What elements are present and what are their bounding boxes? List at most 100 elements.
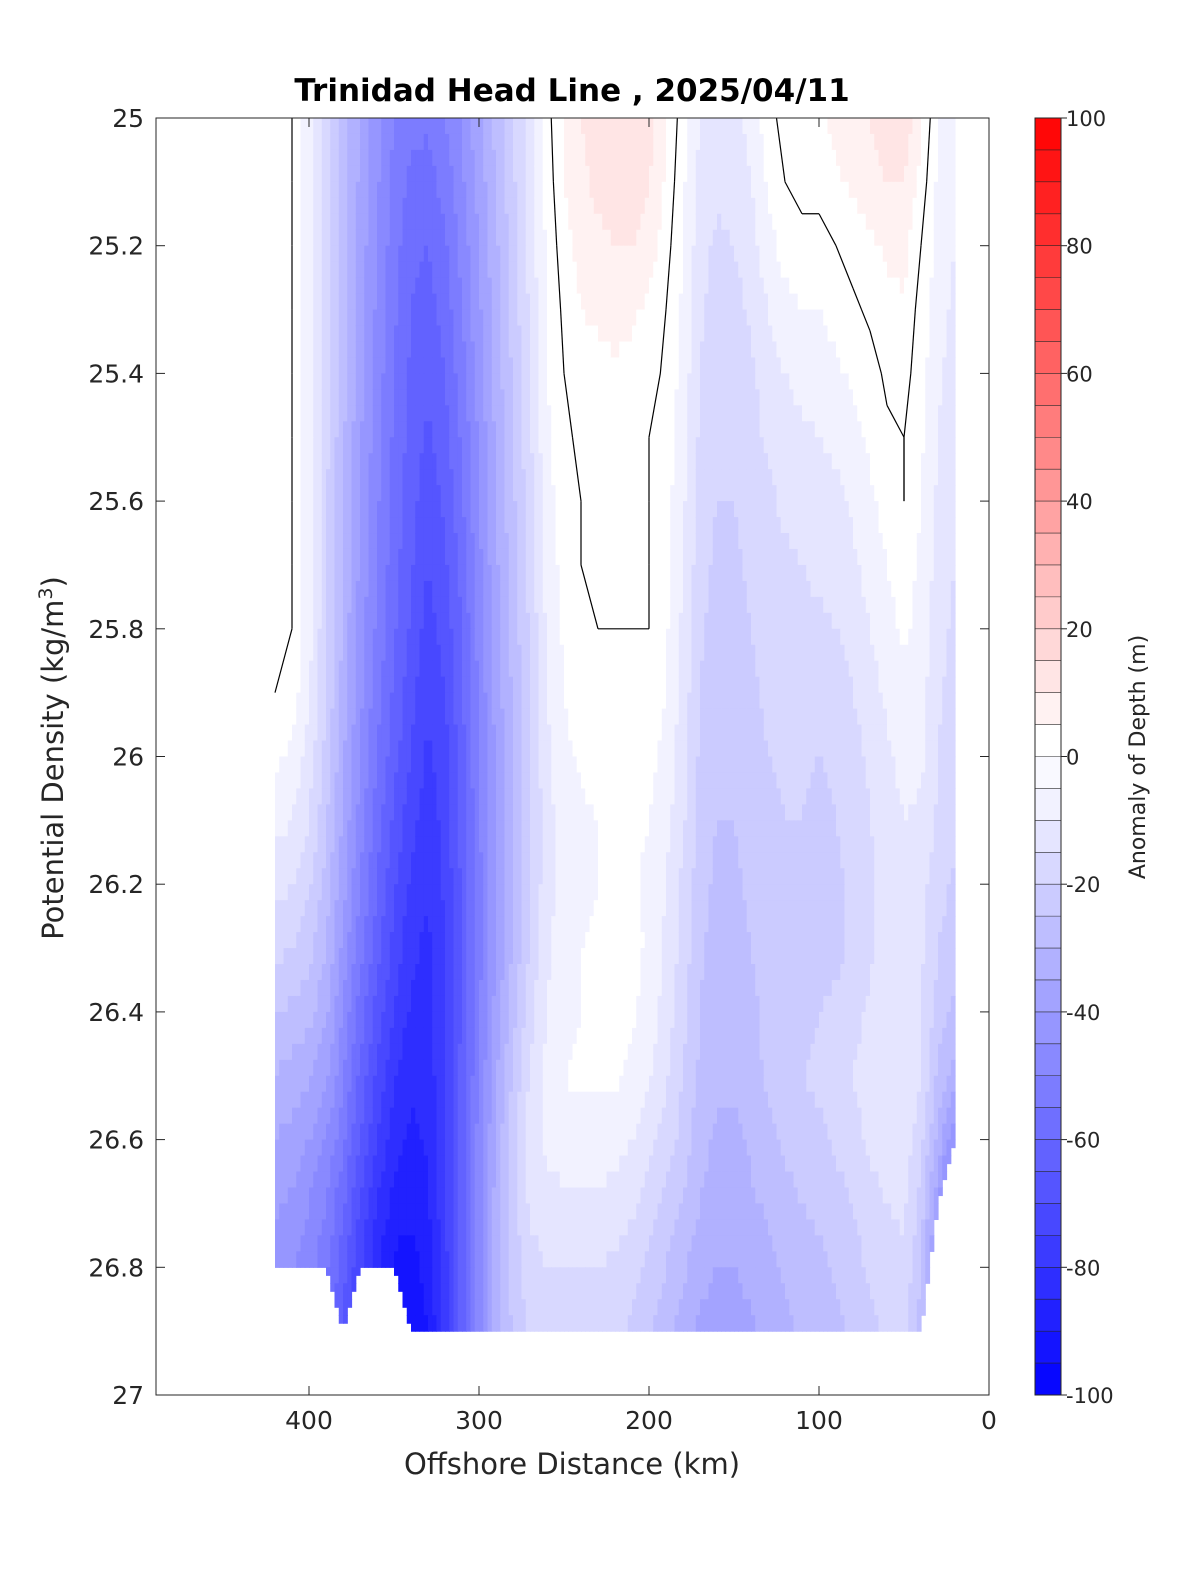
contour-cell	[300, 884, 306, 901]
contour-cell	[343, 884, 348, 901]
contour-cell	[279, 788, 285, 805]
contour-cell	[406, 213, 412, 231]
contour-cell	[385, 1187, 391, 1205]
contour-cell	[559, 772, 565, 790]
contour-cell	[423, 612, 429, 630]
contour-cell	[279, 1107, 285, 1125]
contour-cell	[466, 740, 472, 758]
contour-cell	[283, 1027, 289, 1045]
contour-cell	[381, 1251, 387, 1268]
contour-cell	[428, 932, 433, 949]
contour-cell	[474, 133, 480, 151]
contour-cell	[385, 229, 391, 247]
contour-cell	[513, 852, 518, 869]
contour-cell	[402, 277, 408, 295]
contour-cell	[440, 1203, 446, 1221]
contour-cell	[508, 724, 514, 742]
contour-cell	[381, 916, 387, 933]
contour-cell	[466, 1107, 472, 1125]
contour-cell	[283, 772, 289, 790]
contour-cell	[300, 213, 306, 231]
contour-cell	[406, 1219, 412, 1236]
contour-cell	[377, 197, 382, 215]
contour-cell	[474, 213, 480, 231]
contour-cell	[428, 676, 433, 694]
contour-cell	[496, 964, 501, 981]
contour-cell	[402, 1267, 408, 1284]
contour-cell	[355, 884, 361, 901]
contour-cell	[385, 995, 391, 1013]
contour-cell	[559, 357, 565, 374]
contour-cell	[326, 852, 331, 869]
contour-cell	[368, 1219, 374, 1236]
contour-cell	[504, 1075, 510, 1093]
contour-cell	[343, 660, 348, 678]
contour-cell	[559, 708, 565, 726]
contour-cell	[377, 740, 382, 758]
contour-cell	[423, 820, 429, 837]
contour-cell	[313, 1139, 319, 1157]
contour-cell	[513, 612, 518, 630]
contour-cell	[436, 1203, 442, 1221]
contour-cell	[432, 884, 438, 901]
contour-cell	[551, 1011, 557, 1029]
contour-cell	[530, 995, 535, 1013]
contour-cell	[419, 564, 425, 582]
contour-cell	[555, 501, 561, 518]
contour-cell	[453, 357, 459, 374]
contour-cell	[419, 1187, 425, 1205]
contour-cell	[547, 485, 552, 502]
contour-cell	[534, 932, 540, 949]
contour-cell	[483, 932, 489, 949]
contour-cell	[389, 852, 395, 869]
contour-cell	[551, 820, 557, 837]
contour-cell	[432, 1011, 438, 1029]
contour-cell	[330, 421, 336, 438]
contour-cell	[466, 405, 472, 422]
contour-cell	[462, 1283, 467, 1300]
contour-cell	[491, 644, 497, 662]
contour-cell	[530, 788, 535, 805]
contour-cell	[440, 708, 446, 726]
contour-cell	[500, 1171, 506, 1189]
contour-cell	[317, 1027, 323, 1045]
contour-cell	[304, 708, 310, 726]
contour-cell	[466, 964, 472, 981]
contour-cell	[483, 197, 489, 215]
contour-cell	[351, 1203, 357, 1221]
contour-cell	[364, 118, 370, 135]
contour-cell	[411, 900, 416, 917]
contour-cell	[483, 1091, 489, 1109]
contour-cell	[453, 293, 459, 311]
contour-cell	[432, 405, 438, 422]
contour-cell	[491, 932, 497, 949]
contour-cell	[385, 533, 391, 550]
contour-cell	[487, 197, 493, 215]
contour-cell	[326, 964, 331, 981]
contour-cell	[334, 245, 340, 263]
contour-cell	[530, 964, 535, 981]
contour-cell	[555, 341, 561, 359]
contour-cell	[538, 421, 544, 438]
contour-cell	[496, 213, 501, 231]
contour-cell	[411, 1171, 416, 1189]
contour-cell	[343, 373, 348, 390]
contour-cell	[428, 421, 433, 438]
contour-cell	[525, 293, 531, 311]
contour-cell	[517, 437, 523, 454]
contour-cell	[406, 309, 412, 327]
contour-cell	[343, 836, 348, 853]
contour-cell	[368, 884, 374, 901]
contour-cell	[474, 118, 480, 135]
contour-cell	[317, 900, 323, 917]
contour-cell	[364, 261, 370, 279]
contour-cell	[479, 1267, 484, 1284]
contour-cell	[517, 277, 523, 295]
contour-cell	[321, 245, 327, 263]
contour-cell	[504, 772, 510, 790]
contour-cell	[338, 277, 344, 295]
contour-cell	[389, 580, 395, 598]
contour-cell	[394, 628, 399, 646]
contour-cell	[313, 118, 319, 135]
contour-cell	[432, 118, 438, 135]
